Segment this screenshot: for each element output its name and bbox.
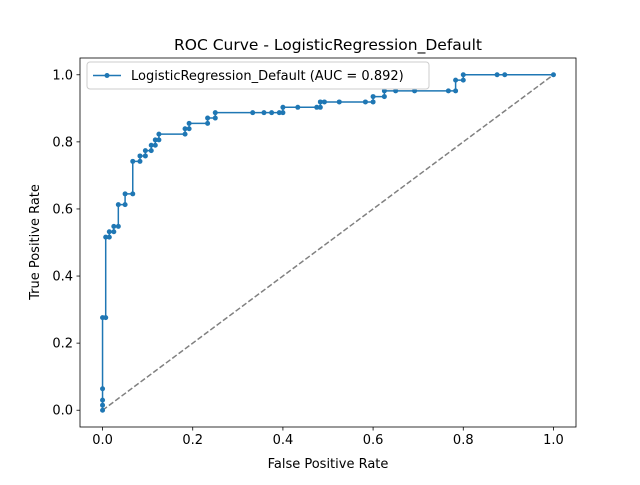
roc-point-42 xyxy=(314,104,320,110)
roc-point-8 xyxy=(106,229,112,235)
legend-entry-label: LogisticRegression_Default (AUC = 0.892) xyxy=(131,69,404,84)
roc-point-40 xyxy=(280,104,286,110)
roc-point-45 xyxy=(321,99,327,105)
roc-point-55 xyxy=(453,88,459,94)
y-tick-label-3: 0.6 xyxy=(52,202,73,217)
roc-point-10 xyxy=(111,223,117,229)
roc-point-31 xyxy=(205,120,211,126)
roc-point-6 xyxy=(103,234,109,240)
roc-point-22 xyxy=(148,142,154,148)
roc-point-35 xyxy=(250,110,256,116)
roc-point-20 xyxy=(142,148,148,154)
roc-point-54 xyxy=(445,88,451,94)
roc-point-16 xyxy=(130,158,136,164)
legend-marker-swatch xyxy=(104,73,110,78)
roc-point-28 xyxy=(182,126,188,132)
roc-point-59 xyxy=(494,72,500,78)
roc-point-44 xyxy=(317,99,323,105)
roc-point-17 xyxy=(137,158,143,164)
roc-point-29 xyxy=(186,126,192,132)
roc-point-61 xyxy=(550,72,556,78)
roc-point-39 xyxy=(280,110,286,116)
roc-point-60 xyxy=(502,72,508,78)
roc-point-46 xyxy=(336,99,342,105)
roc-point-24 xyxy=(152,137,158,143)
x-tick-label-2: 0.4 xyxy=(273,433,294,448)
roc-point-2 xyxy=(100,397,106,403)
axes-frame xyxy=(79,57,577,428)
roc-point-9 xyxy=(111,229,117,235)
roc-point-0 xyxy=(100,407,106,413)
y-axis-label: True Positive Rate xyxy=(28,184,43,301)
roc-point-19 xyxy=(142,153,148,159)
legend-box xyxy=(86,61,430,90)
chart-legend: LogisticRegression_Default (AUC = 0.892) xyxy=(86,61,430,90)
roc-point-48 xyxy=(370,99,376,105)
roc-point-51 xyxy=(381,88,387,94)
y-tick-label-1: 0.2 xyxy=(52,337,73,352)
x-axis-label: False Positive Rate xyxy=(268,457,389,472)
roc-point-5 xyxy=(103,315,109,321)
roc-point-52 xyxy=(393,88,399,94)
y-tick-label-2: 0.4 xyxy=(52,270,73,285)
roc-point-30 xyxy=(186,120,192,126)
roc-point-21 xyxy=(148,148,154,154)
roc-point-18 xyxy=(137,153,143,159)
roc-point-15 xyxy=(130,191,136,197)
roc-point-50 xyxy=(381,94,387,100)
y-tick-label-0: 0.0 xyxy=(52,404,73,419)
roc-point-36 xyxy=(261,110,267,116)
x-tick-label-1: 0.2 xyxy=(182,433,203,448)
x-tick-label-4: 0.8 xyxy=(453,433,474,448)
y-tick-label-4: 0.8 xyxy=(52,135,73,150)
roc-point-14 xyxy=(122,191,128,197)
roc-point-11 xyxy=(115,223,121,229)
chart-title: ROC Curve - LogisticRegression_Default xyxy=(174,36,482,55)
roc-point-47 xyxy=(362,99,368,105)
roc-point-49 xyxy=(370,94,376,100)
roc-point-41 xyxy=(295,104,301,110)
roc-point-56 xyxy=(453,77,459,83)
x-tick-label-5: 1.0 xyxy=(543,433,564,448)
roc-point-27 xyxy=(182,131,188,137)
roc-point-26 xyxy=(156,131,162,137)
roc-point-43 xyxy=(317,104,323,110)
reference-diagonal-line xyxy=(102,74,554,411)
roc-point-34 xyxy=(212,110,218,116)
roc-point-3 xyxy=(100,386,106,392)
roc-point-25 xyxy=(156,137,162,143)
roc-point-23 xyxy=(152,142,158,148)
roc-point-58 xyxy=(460,72,466,78)
y-tick-label-5: 1.0 xyxy=(52,68,73,83)
roc-point-7 xyxy=(106,234,112,240)
roc-point-37 xyxy=(269,110,275,116)
roc-point-1 xyxy=(100,402,106,408)
x-tick-label-0: 0.0 xyxy=(92,433,113,448)
roc-point-32 xyxy=(205,115,211,121)
roc-point-38 xyxy=(276,110,282,116)
roc-point-53 xyxy=(412,88,418,94)
roc-point-12 xyxy=(115,202,121,208)
roc-point-13 xyxy=(122,202,128,208)
x-tick-label-3: 0.6 xyxy=(363,433,384,448)
roc-point-57 xyxy=(460,77,466,83)
roc-point-33 xyxy=(212,115,218,121)
